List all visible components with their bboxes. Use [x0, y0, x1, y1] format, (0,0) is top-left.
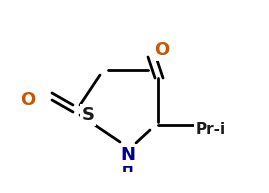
Text: O: O [154, 41, 170, 59]
Text: H: H [122, 161, 134, 175]
Text: O: O [20, 91, 36, 109]
Text: S: S [82, 106, 94, 124]
Text: N: N [121, 146, 136, 164]
Text: Pr-i: Pr-i [196, 123, 226, 137]
